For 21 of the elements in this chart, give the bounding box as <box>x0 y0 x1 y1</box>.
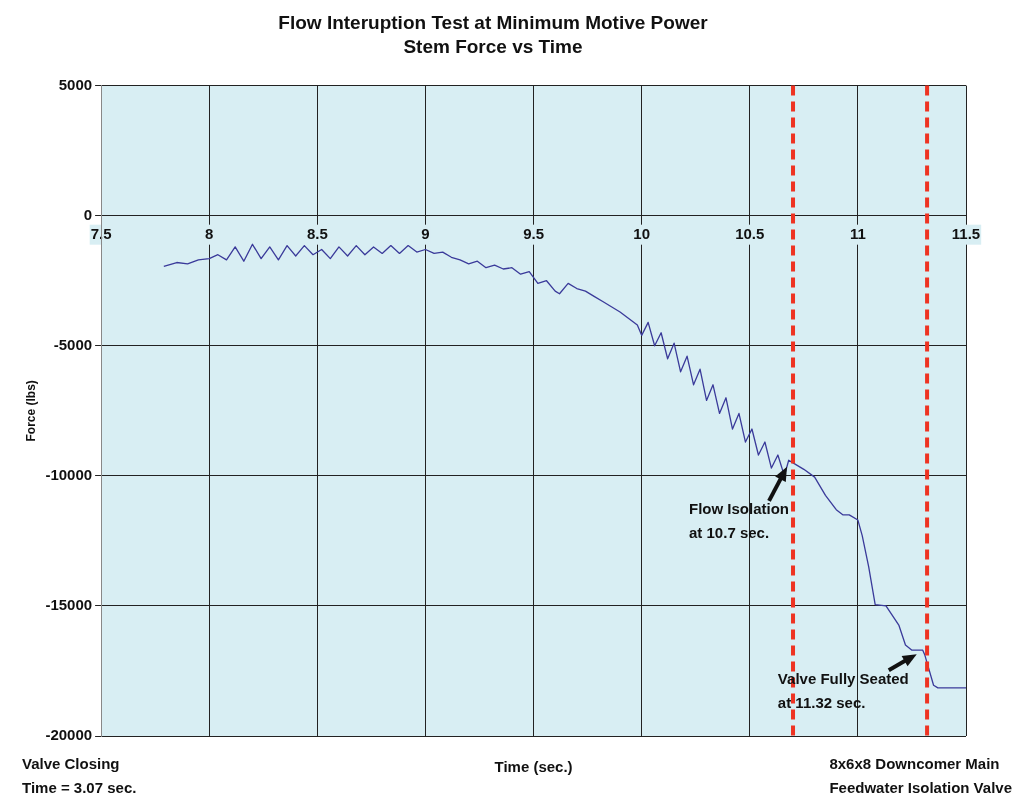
x-tick-label: 11 <box>849 224 866 242</box>
x-tick-label: 10 <box>633 224 651 242</box>
chart-subtitle: Stem Force vs Time <box>403 36 583 58</box>
y-tick-label: -15000 <box>45 596 93 614</box>
x-tick-label: 9 <box>421 224 430 242</box>
y-tick-label: 5000 <box>58 75 93 93</box>
y-axis-title: Force (lbs) <box>23 380 38 442</box>
x-tick-label: 8 <box>205 224 214 242</box>
x-tick-label: 10.5 <box>735 224 765 242</box>
x-tick-label: 11.5 <box>951 224 981 242</box>
x-axis-title: Time (sec.) <box>494 757 573 775</box>
x-tick-label: 9.5 <box>523 224 544 242</box>
x-tick-label: 7.5 <box>90 224 112 242</box>
x-tick-label: 8.5 <box>306 224 328 242</box>
text: 8x6x8 Downcomer Main Feedwater Isolation Valve <box>829 754 1012 798</box>
y-tick-label: 0 <box>83 205 93 223</box>
y-tick-label: -20000 <box>45 726 93 744</box>
text: Valve Closing Time = 3.07 sec. <box>22 754 137 798</box>
y-tick-label: -5000 <box>53 335 93 353</box>
y-tick-label: -10000 <box>45 465 93 483</box>
chart-title: Flow Interuption Test at Minimum Motive Power <box>278 11 709 33</box>
